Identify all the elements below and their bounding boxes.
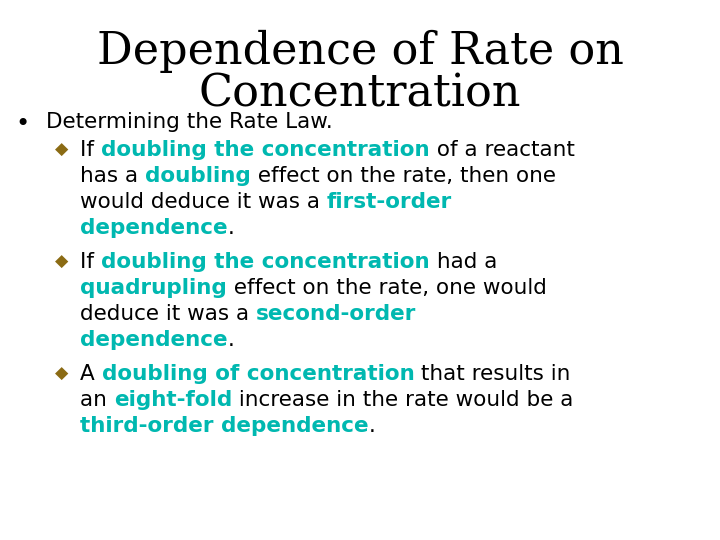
Text: doubling the concentration: doubling the concentration (101, 140, 430, 160)
Text: doubling of concentration: doubling of concentration (102, 364, 415, 384)
Text: deduce it was a: deduce it was a (80, 304, 256, 324)
Text: .: . (369, 416, 376, 436)
Text: If: If (80, 140, 101, 160)
Text: second-order: second-order (256, 304, 416, 324)
Text: increase in the rate would be a: increase in the rate would be a (232, 390, 573, 410)
Text: ◆: ◆ (55, 365, 68, 383)
Text: eight-fold: eight-fold (114, 390, 232, 410)
Text: first-order: first-order (327, 192, 452, 212)
Text: Concentration: Concentration (199, 72, 521, 115)
Text: that results in: that results in (415, 364, 571, 384)
Text: has a: has a (80, 166, 145, 186)
Text: doubling: doubling (145, 166, 251, 186)
Text: .: . (228, 218, 235, 238)
Text: effect on the rate, one would: effect on the rate, one would (227, 278, 546, 298)
Text: ◆: ◆ (55, 141, 68, 159)
Text: •: • (15, 112, 30, 136)
Text: third-order dependence: third-order dependence (80, 416, 369, 436)
Text: effect on the rate, then one: effect on the rate, then one (251, 166, 556, 186)
Text: would deduce it was a: would deduce it was a (80, 192, 327, 212)
Text: If: If (80, 252, 101, 272)
Text: Determining the Rate Law.: Determining the Rate Law. (46, 112, 333, 132)
Text: an: an (80, 390, 114, 410)
Text: had a: had a (430, 252, 497, 272)
Text: of a reactant: of a reactant (430, 140, 575, 160)
Text: dependence: dependence (80, 218, 228, 238)
Text: ◆: ◆ (55, 253, 68, 271)
Text: doubling the concentration: doubling the concentration (101, 252, 430, 272)
Text: .: . (228, 330, 235, 350)
Text: dependence: dependence (80, 330, 228, 350)
Text: Dependence of Rate on: Dependence of Rate on (96, 30, 624, 73)
Text: A: A (80, 364, 102, 384)
Text: quadrupling: quadrupling (80, 278, 227, 298)
